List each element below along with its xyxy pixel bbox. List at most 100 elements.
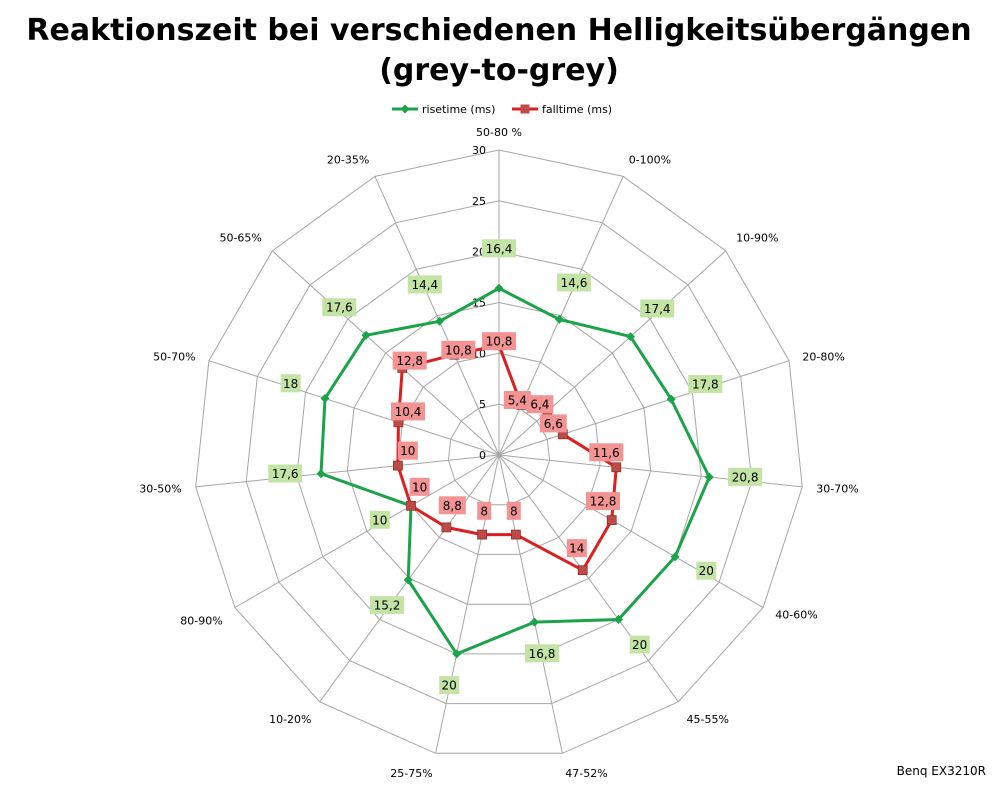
- data-label: 11,6: [593, 446, 620, 460]
- series-point: [452, 649, 462, 659]
- grid-spoke: [498, 250, 727, 456]
- data-label: 20: [442, 679, 457, 693]
- grid-spoke: [374, 176, 500, 456]
- data-label-bg: [441, 340, 476, 359]
- category-label: 30-70%: [816, 482, 858, 495]
- data-label: 16,4: [486, 242, 513, 256]
- data-label: 17,6: [326, 301, 353, 315]
- data-label-bg: [589, 443, 624, 462]
- data-label: 10,4: [395, 405, 422, 419]
- grid-spoke: [498, 176, 624, 456]
- data-label: 10: [372, 513, 387, 527]
- category-label: 50-70%: [153, 350, 195, 363]
- data-label-bg: [280, 374, 301, 393]
- data-label: 8: [510, 504, 518, 518]
- grid-spoke: [195, 454, 500, 488]
- category-label: 10-90%: [736, 232, 778, 245]
- radial-tick-label: 0: [479, 449, 486, 462]
- data-label-bg: [728, 467, 763, 486]
- data-label: 10,8: [445, 343, 472, 357]
- series-point: [577, 565, 588, 576]
- category-label: 50-80 %: [476, 126, 522, 139]
- data-label-bg: [688, 375, 723, 393]
- category-label: 0-100%: [629, 154, 671, 167]
- legend-marker: [520, 104, 530, 114]
- legend-label: risetime (ms): [422, 103, 495, 116]
- data-label: 14,6: [561, 276, 588, 290]
- grid-ring: [195, 149, 803, 754]
- data-label: 10: [412, 480, 427, 494]
- category-label: 80-90%: [180, 615, 222, 628]
- data-label-bg: [391, 402, 425, 421]
- data-label-bg: [407, 275, 442, 294]
- data-label-bg: [482, 239, 516, 258]
- chart-title-line-2: (grey-to-grey): [379, 53, 619, 88]
- data-label-bg: [503, 391, 531, 409]
- data-label-bg: [506, 501, 521, 520]
- data-label: 5,4: [508, 394, 527, 408]
- data-label-bg: [477, 501, 492, 520]
- radial-tick-label: 30: [472, 144, 486, 157]
- grid-spoke: [498, 454, 679, 703]
- data-label: 20: [632, 638, 647, 652]
- grid-spoke: [271, 250, 500, 456]
- grid-ring: [296, 251, 702, 655]
- legend-item: risetime (ms): [392, 103, 495, 116]
- series-point: [403, 575, 413, 585]
- grid-ring: [245, 200, 753, 705]
- data-label: 12,8: [396, 354, 423, 368]
- data-label-bg: [696, 561, 717, 580]
- series-point: [606, 515, 617, 525]
- data-label: 18: [283, 377, 298, 391]
- data-label-bg: [539, 414, 567, 433]
- data-label-bg: [629, 635, 650, 654]
- series-point: [670, 552, 680, 562]
- data-label-bg: [586, 492, 620, 511]
- grid-spoke: [498, 454, 764, 608]
- watermark-text: Benq EX3210R: [897, 764, 986, 778]
- radial-tick-label: 25: [472, 195, 486, 208]
- data-label-bg: [439, 676, 460, 695]
- category-label: 40-60%: [775, 609, 817, 622]
- data-label: 6,6: [544, 417, 563, 431]
- data-label-bg: [409, 477, 430, 496]
- legend-label: falltime (ms): [542, 103, 612, 116]
- data-label: 16,8: [529, 647, 556, 661]
- series-point: [494, 283, 504, 293]
- category-label: 10-20%: [269, 713, 311, 726]
- series-point: [611, 462, 622, 473]
- data-label-bg: [392, 351, 427, 370]
- legend-item: falltime (ms): [512, 103, 612, 116]
- series-point: [477, 529, 488, 540]
- data-label: 10: [400, 444, 415, 458]
- category-label: 47-52%: [565, 767, 607, 780]
- series-line: [319, 286, 711, 656]
- category-label: 50-65%: [219, 232, 261, 245]
- data-label: 14: [569, 542, 584, 556]
- category-label: 20-35%: [327, 154, 369, 167]
- data-label: 12,8: [590, 495, 617, 509]
- radar-grid: [195, 149, 803, 754]
- data-labels: 16,4 14,6 17,4 17,8 20,8 20 20 16,8 20 15,2 10 17,6…: [268, 239, 763, 695]
- legend-marker: [400, 104, 410, 114]
- data-label: 17,6: [272, 467, 299, 481]
- grid-ring: [346, 301, 652, 605]
- data-label: 20: [699, 564, 714, 578]
- data-label-bg: [557, 273, 591, 292]
- data-label-bg: [322, 298, 357, 317]
- data-label-bg: [397, 441, 418, 460]
- series-point: [441, 522, 452, 533]
- series-point: [554, 314, 564, 324]
- data-label-bg: [268, 464, 303, 483]
- legend: risetime (ms) falltime (ms): [392, 103, 612, 116]
- data-label: 17,4: [644, 302, 671, 316]
- data-label: 15,2: [374, 599, 401, 613]
- series-point: [406, 500, 416, 511]
- series-point: [530, 617, 539, 627]
- category-labels: 50-80 % 0-100% 10-90% 20-80% 30-70% 40-60% 45-…: [139, 126, 858, 780]
- series-point: [316, 469, 326, 479]
- category-label: 45-55%: [687, 713, 729, 726]
- data-label: 8: [480, 504, 488, 518]
- data-label-bg: [482, 332, 516, 351]
- grid-spoke: [234, 454, 500, 608]
